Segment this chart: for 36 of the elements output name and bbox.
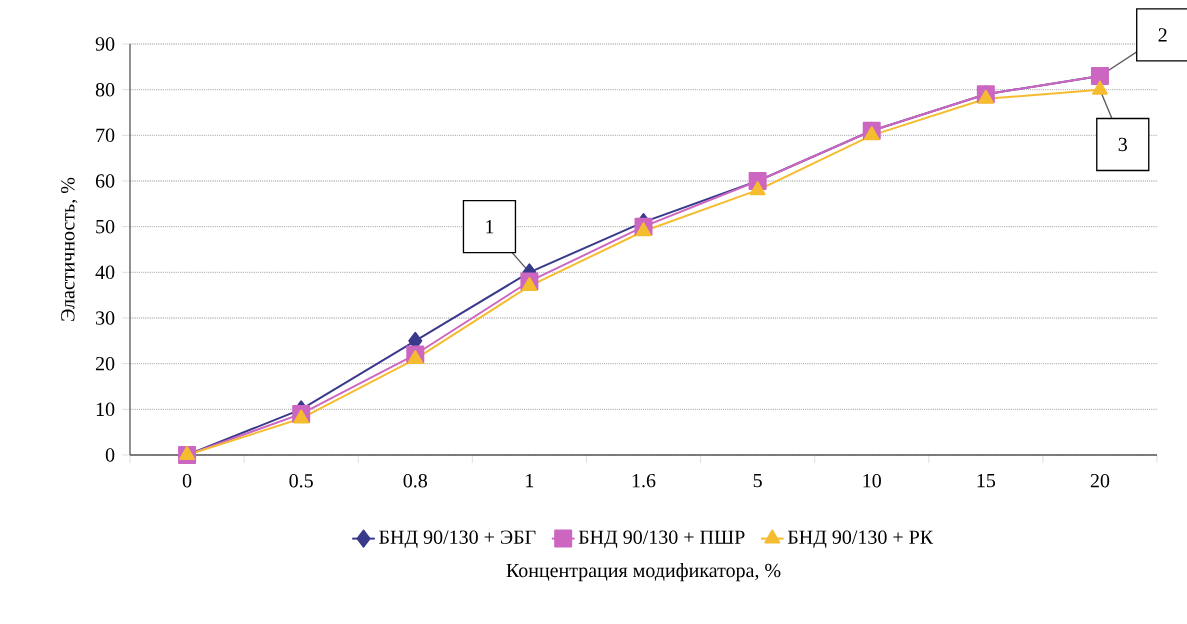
x-tick-label: 1	[526, 473, 534, 488]
point	[1092, 80, 1108, 95]
y-tick-label: 80	[95, 82, 115, 97]
point	[749, 181, 766, 196]
point	[977, 89, 994, 104]
point	[863, 126, 880, 141]
y-tick-label: 40	[95, 265, 115, 280]
point	[293, 409, 310, 424]
y-tick-label: 60	[95, 174, 115, 188]
annotation: 1	[486, 220, 494, 234]
point	[179, 446, 195, 460]
legend-label: БНД 90/130 + РК	[787, 530, 934, 548]
x-tick-label: 20	[1090, 473, 1110, 488]
annotation: 2	[1158, 28, 1167, 42]
y-tick-label: 70	[96, 128, 115, 143]
x-tick-label: 0	[182, 473, 192, 488]
y-tick-label: 20	[95, 356, 115, 371]
x-tick-label: 5	[753, 473, 762, 488]
x-tick-label: 0.5	[289, 473, 313, 488]
y-tick-label: 30	[96, 311, 115, 325]
y-axis-title: Эластичность, %	[61, 177, 78, 321]
point	[407, 350, 424, 365]
point	[521, 277, 538, 292]
point	[635, 222, 652, 237]
y-tick-label: 0	[105, 448, 115, 462]
x-tick-label: 10	[863, 473, 881, 488]
legend-label: БНД 90/130 + ЭБГ	[379, 530, 536, 548]
y-tick-label: 10	[96, 402, 115, 417]
y-tick-label: 90	[95, 37, 115, 51]
legend-label: БНД 90/130 + ПШР	[578, 530, 745, 548]
x-axis-title: Концентрация модификатора, %	[506, 563, 781, 582]
x-tick-label: 0.8	[403, 473, 428, 488]
x-tick-label: 15	[977, 473, 996, 488]
y-tick-label: 50	[96, 219, 115, 234]
annotation: 3	[1118, 137, 1128, 152]
x-tick-label: 1.6	[632, 473, 656, 488]
